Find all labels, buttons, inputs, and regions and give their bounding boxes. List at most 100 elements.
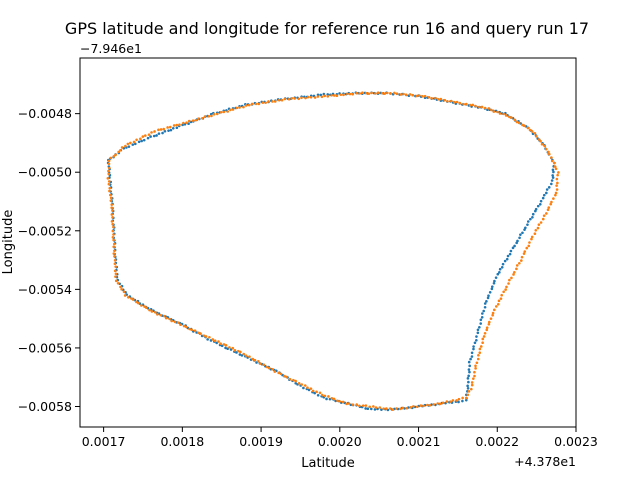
data-point [402, 92, 405, 96]
data-point [168, 125, 172, 129]
data-point [497, 299, 501, 303]
data-point [467, 368, 471, 371]
data-point [528, 241, 531, 244]
data-point [283, 374, 286, 378]
data-point [475, 335, 478, 338]
data-point [415, 94, 418, 98]
chart-title: GPS latitude and longitude for reference… [65, 19, 589, 38]
data-point [422, 404, 425, 408]
data-point [449, 400, 452, 403]
data-point [326, 93, 330, 96]
data-point [116, 281, 120, 285]
data-point [108, 189, 111, 193]
data-point [483, 106, 487, 110]
data-point [114, 265, 117, 268]
data-point [191, 119, 195, 122]
data-point [193, 329, 197, 332]
data-point [112, 225, 115, 229]
data-point [341, 400, 345, 404]
data-point [334, 399, 337, 403]
data-point [169, 128, 173, 132]
data-point [339, 93, 343, 96]
data-point [318, 391, 322, 395]
data-point [131, 298, 135, 301]
data-point [482, 335, 486, 338]
data-point [526, 223, 529, 226]
data-point [537, 223, 541, 226]
data-point [136, 301, 140, 305]
data-point [492, 110, 496, 113]
data-point [472, 345, 475, 348]
data-point [316, 95, 320, 98]
data-point [163, 129, 167, 133]
data-point [481, 341, 484, 345]
data-point [486, 296, 490, 300]
data-point [443, 98, 447, 102]
data-point [508, 278, 511, 282]
data-point [534, 209, 537, 213]
data-point [466, 387, 470, 390]
data-point [220, 344, 224, 348]
data-point [505, 257, 509, 261]
data-point [208, 336, 211, 339]
data-point [473, 370, 476, 374]
data-point [313, 391, 317, 395]
data-point [527, 244, 531, 248]
data-point [455, 399, 458, 402]
data-point [320, 393, 324, 397]
data-point [207, 114, 211, 118]
data-point [177, 321, 180, 324]
data-point [114, 279, 118, 283]
data-point [499, 297, 503, 300]
data-point [316, 393, 320, 397]
data-point [445, 400, 449, 403]
data-point [112, 155, 116, 158]
data-point [386, 91, 389, 95]
data-point [529, 217, 532, 221]
data-point [368, 405, 372, 409]
data-point [126, 142, 130, 146]
data-point [107, 180, 111, 183]
data-point [419, 404, 423, 407]
data-point [465, 102, 468, 106]
data-point [113, 255, 116, 258]
data-point [467, 374, 470, 378]
data-point [107, 172, 111, 176]
data-point [395, 92, 399, 96]
data-point [309, 387, 313, 390]
data-point [555, 184, 558, 187]
y-tick-label: −0.0054 [18, 282, 72, 297]
data-point [311, 389, 315, 393]
data-point [470, 381, 474, 384]
data-point [224, 344, 228, 347]
data-point [152, 134, 156, 138]
data-point [294, 381, 298, 385]
data-point [513, 270, 516, 274]
data-point [277, 371, 281, 375]
data-point [554, 193, 557, 197]
data-point [547, 150, 550, 154]
data-point [395, 407, 398, 410]
data-point [307, 95, 310, 99]
data-point [326, 95, 330, 98]
data-point [197, 331, 200, 335]
data-point [153, 130, 156, 133]
data-point [474, 367, 477, 370]
data-point [182, 121, 185, 125]
data-point [542, 214, 546, 217]
data-point [222, 110, 226, 114]
data-point [113, 249, 116, 253]
x-axis-offset-label: +4.378e1 [514, 454, 576, 469]
data-point [146, 136, 150, 140]
data-point [547, 152, 551, 156]
data-point [247, 103, 251, 107]
data-point [467, 390, 471, 393]
data-point [508, 115, 511, 119]
data-point [408, 93, 412, 96]
data-point [110, 220, 114, 223]
data-point [509, 249, 513, 253]
data-point [335, 94, 339, 97]
data-point [439, 402, 442, 406]
data-point [556, 173, 559, 177]
data-point [399, 93, 403, 96]
